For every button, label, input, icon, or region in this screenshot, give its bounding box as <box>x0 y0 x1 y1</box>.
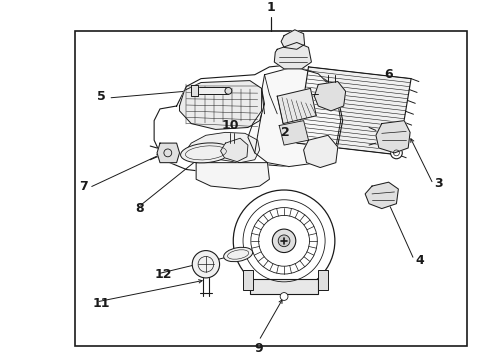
Text: 2: 2 <box>281 126 289 139</box>
Polygon shape <box>247 67 340 167</box>
Polygon shape <box>220 138 247 162</box>
Text: 3: 3 <box>433 177 442 190</box>
Circle shape <box>390 147 402 159</box>
Ellipse shape <box>180 143 231 163</box>
Bar <box>249 279 318 293</box>
Polygon shape <box>196 87 228 94</box>
Circle shape <box>272 229 295 252</box>
Text: 1: 1 <box>266 1 275 14</box>
Circle shape <box>192 251 219 278</box>
Polygon shape <box>303 135 337 167</box>
Circle shape <box>278 235 289 247</box>
Text: 10: 10 <box>221 118 239 131</box>
Polygon shape <box>179 81 264 130</box>
Text: 8: 8 <box>135 202 144 215</box>
Polygon shape <box>375 121 409 153</box>
Polygon shape <box>281 30 304 49</box>
Polygon shape <box>279 121 308 145</box>
Polygon shape <box>277 89 316 123</box>
Text: 6: 6 <box>383 68 392 81</box>
Text: 12: 12 <box>154 269 172 282</box>
Text: 9: 9 <box>254 342 263 355</box>
Text: 11: 11 <box>92 297 110 310</box>
Circle shape <box>224 87 231 94</box>
Polygon shape <box>314 82 345 111</box>
Bar <box>318 270 327 290</box>
Circle shape <box>391 126 401 135</box>
Polygon shape <box>191 85 198 96</box>
Polygon shape <box>296 67 410 155</box>
Polygon shape <box>154 65 342 172</box>
Text: 7: 7 <box>79 180 88 193</box>
Text: 5: 5 <box>97 90 106 103</box>
Polygon shape <box>196 163 269 189</box>
Ellipse shape <box>223 247 252 262</box>
Text: 4: 4 <box>414 254 423 267</box>
Polygon shape <box>365 182 398 208</box>
Bar <box>75 31 466 346</box>
Polygon shape <box>186 132 259 163</box>
Bar <box>243 270 252 290</box>
Circle shape <box>233 190 334 292</box>
Polygon shape <box>274 42 311 69</box>
Circle shape <box>280 293 287 300</box>
Polygon shape <box>157 143 179 163</box>
